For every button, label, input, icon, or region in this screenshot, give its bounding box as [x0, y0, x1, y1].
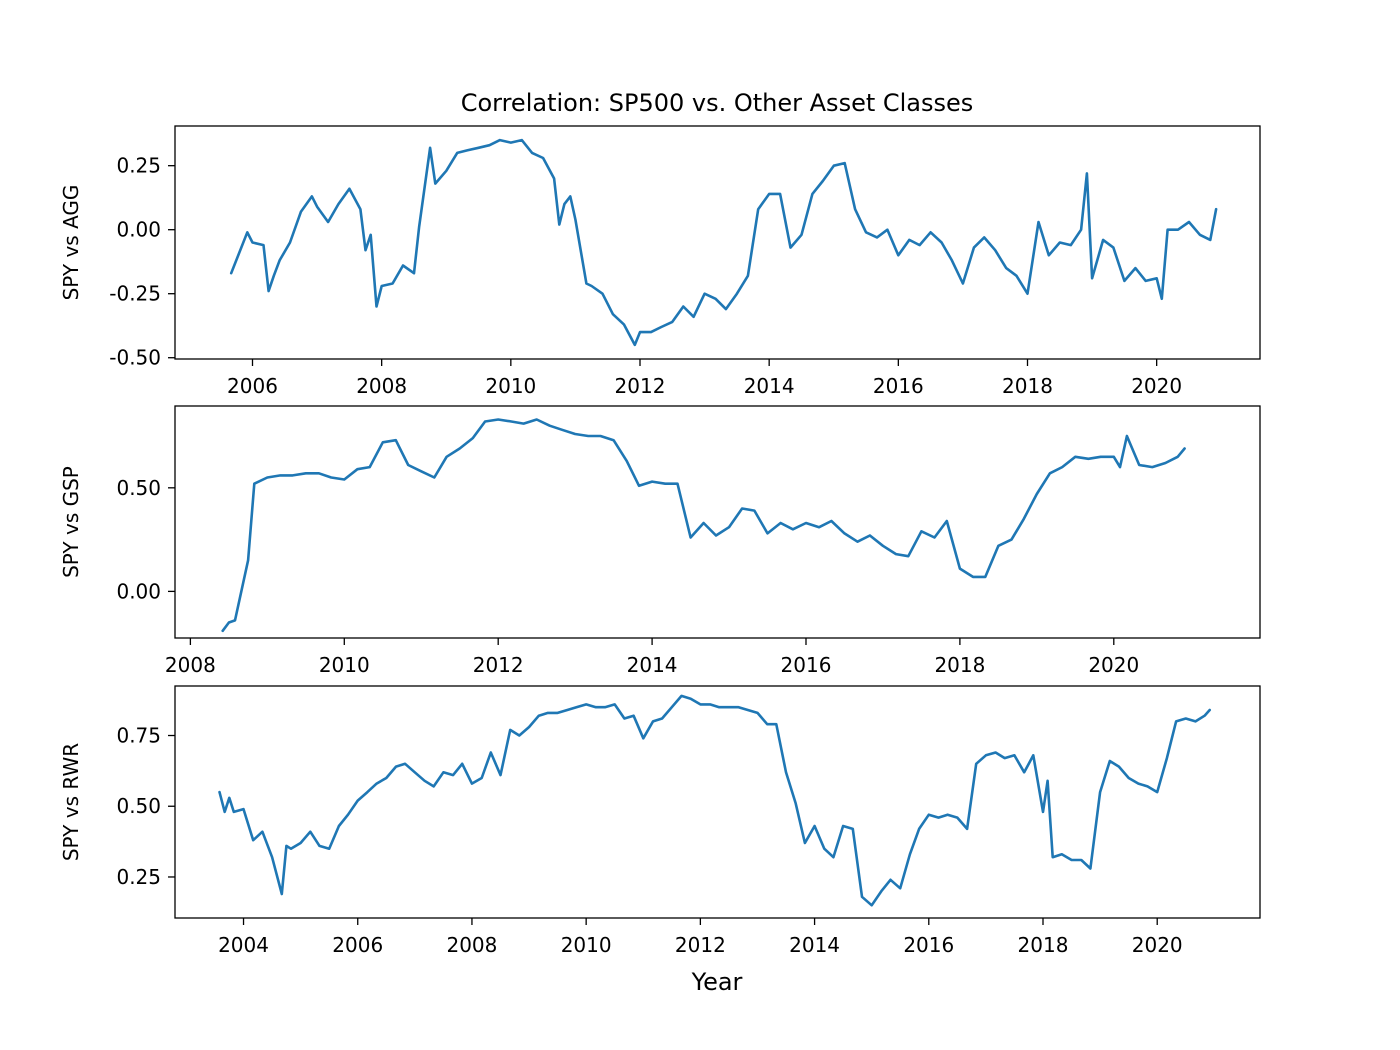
- y-tick-label: -0.25: [109, 282, 161, 306]
- x-tick-label: 2016: [903, 933, 954, 957]
- x-tick-label: 2018: [1002, 374, 1053, 398]
- subplot-spy-vs-rwr: 2004 2006 2008 2010 2012 2014 2016 2018 2020 0.25…: [59, 685, 1261, 957]
- y-tick-label: -0.50: [109, 346, 161, 370]
- x-tick-label: 2014: [627, 653, 678, 677]
- y-tick-label: 0.50: [116, 794, 161, 818]
- y-tick-label: 0.25: [116, 154, 161, 178]
- x-tick-label: 2004: [218, 933, 269, 957]
- plot-frame: [174, 125, 1261, 360]
- plot-frame: [174, 685, 1261, 919]
- x-tick-label: 2012: [615, 374, 666, 398]
- x-axis-label: Year: [691, 968, 743, 996]
- y-tick-label: 0.25: [116, 865, 161, 889]
- x-tick-label: 2010: [319, 653, 370, 677]
- series-line-spy-vs-rwr: [218, 694, 1211, 907]
- x-tick-label: 2014: [744, 374, 795, 398]
- series-line-spy-vs-agg: [229, 138, 1218, 347]
- x-tick-label: 2006: [332, 933, 383, 957]
- x-tick-label: 2020: [1088, 653, 1139, 677]
- subplot-spy-vs-agg: 2006 2008 2010 2012 2014 2016 2018 2020 -0.50 -0.…: [59, 125, 1261, 398]
- x-tick-label: 2012: [473, 653, 524, 677]
- y-axis-label: SPY vs GSP: [59, 466, 83, 578]
- series-line-spy-vs-gsp: [221, 418, 1186, 633]
- x-tick-label: 2008: [165, 653, 216, 677]
- x-tick-label: 2008: [446, 933, 497, 957]
- x-tick-label: 2016: [781, 653, 832, 677]
- x-tick-label: 2018: [1018, 933, 1069, 957]
- x-tick-label: 2014: [789, 933, 840, 957]
- y-tick-label: 0.00: [116, 579, 161, 603]
- y-tick-label: 0.00: [116, 218, 161, 242]
- x-tick-label: 2016: [873, 374, 924, 398]
- y-tick-label: 0.75: [116, 724, 161, 748]
- x-tick-label: 2008: [356, 374, 407, 398]
- chart-title: Correlation: SP500 vs. Other Asset Class…: [461, 89, 974, 117]
- y-tick-label: 0.50: [116, 476, 161, 500]
- x-tick-label: 2012: [675, 933, 726, 957]
- x-tick-label: 2010: [561, 933, 612, 957]
- y-axis-label: SPY vs AGG: [59, 185, 83, 301]
- plot-frame: [174, 405, 1261, 639]
- x-tick-label: 2018: [934, 653, 985, 677]
- subplot-spy-vs-gsp: 2008 2010 2012 2014 2016 2018 2020 0.00 0.50 SPY …: [59, 405, 1261, 677]
- x-tick-label: 2020: [1131, 374, 1182, 398]
- y-axis-label: SPY vs RWR: [59, 743, 83, 861]
- x-tick-label: 2006: [227, 374, 278, 398]
- x-tick-label: 2020: [1132, 933, 1183, 957]
- x-tick-label: 2010: [485, 374, 536, 398]
